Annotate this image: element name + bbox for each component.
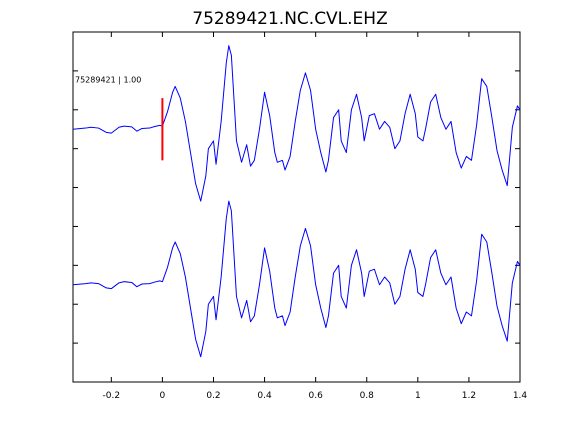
x-tick-label: 0.4 (257, 391, 272, 401)
x-tick-label: 0 (160, 391, 166, 401)
x-tick-label: 0.2 (206, 391, 220, 401)
x-tick-label: 1.2 (462, 391, 476, 401)
waveform-traces (72, 45, 521, 358)
y-axis-ticks (73, 70, 520, 344)
x-tick-label: 1.4 (513, 391, 528, 401)
x-axis-ticks: -0.2 0 0.2 0.4 0.6 0.8 1 1.2 1.4 (103, 32, 528, 401)
trace-label: 75289421 | 1.00 (75, 76, 141, 85)
x-tick-label: 1 (415, 391, 421, 401)
waveform-trace-1 (72, 45, 521, 202)
x-tick-label: -0.2 (103, 391, 121, 401)
waveform-trace-2 (72, 200, 521, 358)
x-tick-label: 0.6 (308, 391, 323, 401)
chart-title: 75289421.NC.CVL.EHZ (192, 9, 387, 29)
trace-annotations: 75289421 | 1.00 (75, 76, 141, 85)
plot-area (72, 31, 521, 383)
axes-frame (72, 31, 521, 383)
x-tick-label: 0.8 (360, 391, 375, 401)
